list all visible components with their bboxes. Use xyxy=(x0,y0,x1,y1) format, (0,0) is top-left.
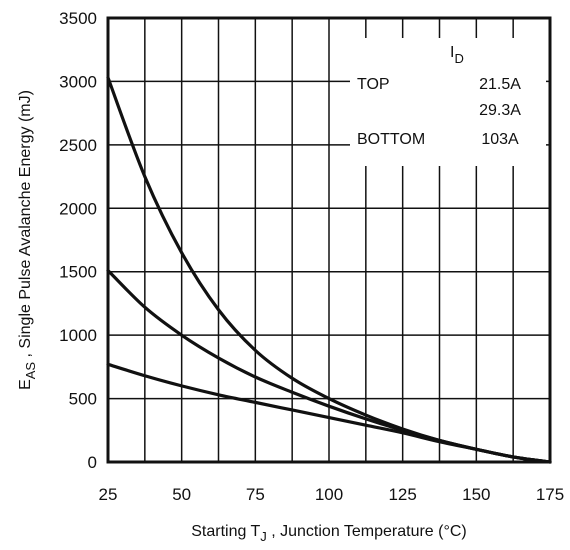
legend-row-value: 21.5A xyxy=(479,76,521,93)
y-tick-label: 2000 xyxy=(59,199,97,218)
y-tick-label: 1500 xyxy=(59,263,97,282)
plot-frame xyxy=(106,16,552,464)
legend-background xyxy=(350,38,546,166)
y-tick-label: 1000 xyxy=(59,326,97,345)
y-tick-label: 3000 xyxy=(59,72,97,91)
x-tick-label: 75 xyxy=(246,485,265,504)
x-tick-label: 125 xyxy=(388,485,416,504)
y-tick-label: 2500 xyxy=(59,136,97,155)
x-axis-title: Starting TJ , Junction Temperature (°C) xyxy=(191,523,467,544)
tick-labels: 25 50 75 100 125 150 175 0 500 1000 1500 2000 2500 30… xyxy=(59,9,564,504)
y-axis-title: EAS , Single Pulse Avalanche Energy (mJ) xyxy=(17,90,38,390)
y-tick-label: 3500 xyxy=(59,9,97,28)
x-tick-label: 50 xyxy=(172,485,191,504)
series-lines xyxy=(106,76,552,464)
x-tick-label: 100 xyxy=(315,485,343,504)
x-tick-label: 175 xyxy=(536,485,564,504)
series-line-3 xyxy=(106,362,552,464)
legend-row-value: 29.3A xyxy=(479,102,521,119)
y-tick-label: 500 xyxy=(69,390,97,409)
legend-row-value: 103A xyxy=(481,131,519,148)
x-tick-label: 150 xyxy=(462,485,490,504)
x-tick-label: 25 xyxy=(99,485,118,504)
y-tick-label: 0 xyxy=(88,453,97,472)
legend-row-label: BOTTOM xyxy=(357,131,425,148)
axis-titles: Starting TJ , Junction Temperature (°C) E… xyxy=(17,90,467,544)
legend-row-label: TOP xyxy=(357,76,390,93)
